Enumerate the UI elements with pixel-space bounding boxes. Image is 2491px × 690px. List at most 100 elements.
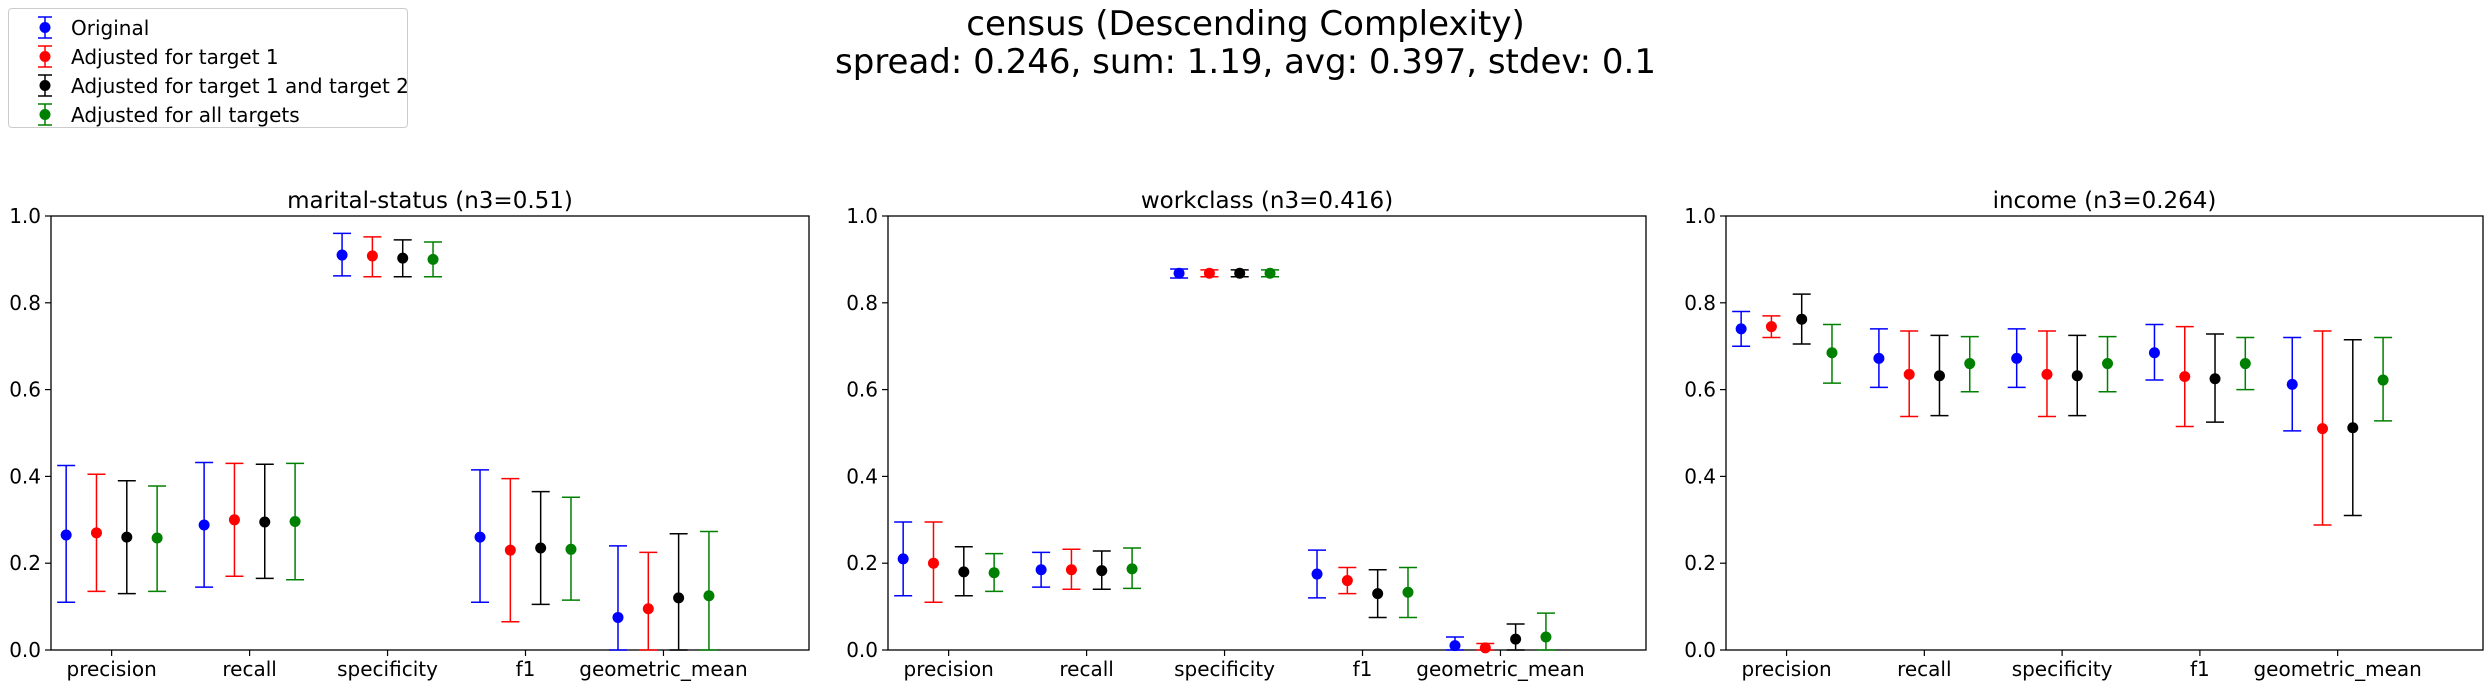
data-point xyxy=(1173,267,1185,279)
panel-title: marital-status (n3=0.51) xyxy=(287,188,573,214)
y-tick-label: 0.4 xyxy=(9,464,41,488)
y-tick-label: 0.4 xyxy=(1684,464,1716,488)
data-point xyxy=(1126,563,1138,575)
data-point xyxy=(1903,368,1915,380)
data-point xyxy=(366,250,378,262)
plot-frame xyxy=(50,215,810,651)
data-point xyxy=(151,532,163,544)
plot-frame xyxy=(887,215,1647,651)
data-point xyxy=(1735,323,1747,335)
y-tick-label: 0.8 xyxy=(846,291,878,315)
data-point xyxy=(228,514,240,526)
legend-marker-target-1 xyxy=(38,45,52,68)
x-tick-label: precision xyxy=(904,657,994,681)
data-point xyxy=(1540,631,1552,643)
legend-entry-target-1-and-2: Adjusted for target 1 and target 2 xyxy=(9,71,409,100)
legend-marker-all-targets xyxy=(38,103,52,126)
y-tick-label: 0.4 xyxy=(846,464,878,488)
data-point xyxy=(2011,352,2023,364)
data-point xyxy=(1826,347,1838,359)
data-point xyxy=(2209,373,2221,385)
legend-marker-original xyxy=(38,16,52,39)
x-tick-label: specificity xyxy=(2012,657,2113,681)
legend-label-original: Original xyxy=(71,16,150,40)
y-tick-label: 0.6 xyxy=(9,378,41,402)
data-point xyxy=(1510,633,1522,645)
data-point xyxy=(1035,564,1047,576)
y-tick-label: 0.0 xyxy=(1684,638,1716,662)
x-tick-label: f1 xyxy=(1353,657,1373,681)
data-point xyxy=(121,531,133,543)
x-tick-label: precision xyxy=(1741,657,1831,681)
data-point xyxy=(60,529,72,541)
legend-entry-all-targets: Adjusted for all targets xyxy=(9,100,409,129)
x-tick-label: specificity xyxy=(337,657,438,681)
x-tick-label: recall xyxy=(1059,657,1113,681)
x-tick-label: f1 xyxy=(2190,657,2210,681)
data-point xyxy=(1311,568,1323,580)
data-point xyxy=(673,592,685,604)
data-point xyxy=(988,567,1000,579)
legend: Original Adjusted for target 1 Adjusted … xyxy=(8,8,409,129)
data-point xyxy=(1372,588,1384,600)
data-point xyxy=(1065,564,1077,576)
data-point xyxy=(2317,423,2329,435)
x-tick-label: precision xyxy=(67,657,157,681)
legend-marker-target-1-and-2 xyxy=(38,74,52,97)
chart-subtitle: spread: 0.246, sum: 1.19, avg: 0.397, st… xyxy=(835,42,1656,82)
data-point xyxy=(259,516,271,528)
y-tick-label: 0.0 xyxy=(846,638,878,662)
data-point xyxy=(565,543,577,555)
plot-frame xyxy=(1725,215,2484,651)
legend-entry-original: Original xyxy=(9,13,409,42)
data-point xyxy=(642,603,654,615)
data-point xyxy=(927,557,939,569)
data-point xyxy=(897,553,909,565)
y-tick-label: 0.2 xyxy=(9,551,41,575)
data-point xyxy=(2041,368,2053,380)
data-point xyxy=(1873,352,1885,364)
y-tick-label: 0.0 xyxy=(9,638,41,662)
legend-label-target-1: Adjusted for target 1 xyxy=(71,45,279,69)
data-point xyxy=(336,249,348,261)
data-point xyxy=(1096,565,1108,577)
x-tick-label: f1 xyxy=(516,657,536,681)
y-tick-label: 0.2 xyxy=(846,551,878,575)
panel-title: income (n3=0.264) xyxy=(1993,188,2217,214)
data-point xyxy=(1341,575,1353,587)
data-point xyxy=(703,590,715,602)
data-point xyxy=(289,516,301,528)
legend-label-all-targets: Adjusted for all targets xyxy=(71,103,300,127)
data-point xyxy=(2347,422,2359,434)
x-tick-label: recall xyxy=(222,657,276,681)
data-point xyxy=(1479,642,1491,654)
data-point xyxy=(474,531,486,543)
data-point xyxy=(198,519,210,531)
y-tick-label: 0.6 xyxy=(1684,378,1716,402)
x-tick-label: recall xyxy=(1897,657,1951,681)
data-point xyxy=(535,542,547,554)
x-tick-label: geometric_mean xyxy=(2253,657,2421,681)
legend-label-target-1-and-2: Adjusted for target 1 and target 2 xyxy=(71,74,409,98)
y-tick-label: 0.8 xyxy=(1684,291,1716,315)
data-point xyxy=(1402,586,1414,598)
data-point xyxy=(612,611,624,623)
data-point xyxy=(2377,374,2389,386)
data-point xyxy=(1796,313,1808,325)
data-point xyxy=(2286,378,2298,390)
chart-title: census (Descending Complexity) xyxy=(966,4,1525,44)
y-tick-label: 0.2 xyxy=(1684,551,1716,575)
data-point xyxy=(958,566,970,578)
data-point xyxy=(90,527,102,539)
x-tick-label: geometric_mean xyxy=(579,657,747,681)
y-tick-label: 1.0 xyxy=(846,204,878,228)
x-tick-label: geometric_mean xyxy=(1416,657,1584,681)
data-point xyxy=(1264,267,1276,279)
figure-title: census (Descending Complexity) spread: 0… xyxy=(0,0,2491,81)
y-tick-label: 0.6 xyxy=(846,378,878,402)
panel-title: workclass (n3=0.416) xyxy=(1141,188,1393,214)
data-point xyxy=(1765,321,1777,333)
data-point xyxy=(1203,267,1215,279)
data-point xyxy=(504,544,516,556)
